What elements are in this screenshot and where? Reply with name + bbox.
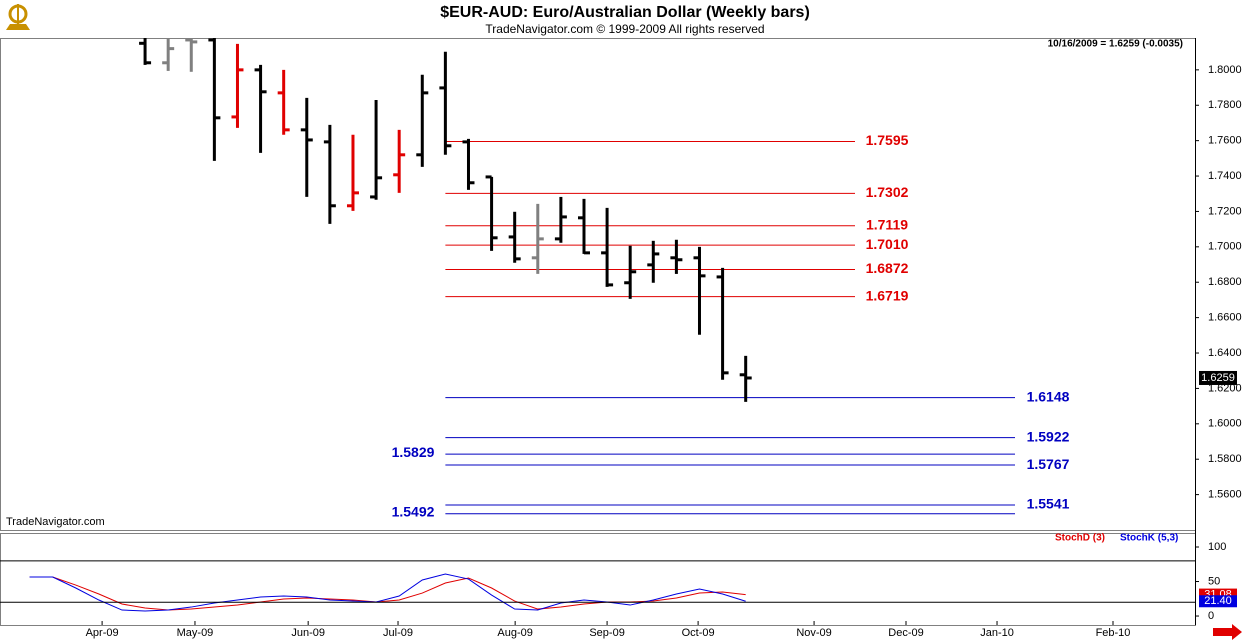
level-label: 1.5767: [1027, 456, 1070, 472]
x-tick-label: Oct-09: [682, 627, 715, 639]
x-tick-label: Nov-09: [796, 627, 831, 639]
y-tick-label: 1.7400: [1208, 170, 1242, 182]
level-label: 1.5492: [392, 503, 435, 519]
level-label: 1.5922: [1027, 428, 1070, 444]
y-tick-label: 1.7000: [1208, 241, 1242, 253]
y-tick-label: 1.6200: [1208, 382, 1242, 394]
y-tick-label: 0: [1208, 610, 1214, 622]
level-label: 1.6719: [866, 287, 909, 303]
x-tick-label: May-09: [177, 627, 214, 639]
x-tick-label: Feb-10: [1096, 627, 1131, 639]
stoch-line: [29, 573, 746, 612]
x-tick-label: Apr-09: [86, 627, 119, 639]
chart-title: $EUR-AUD: Euro/Australian Dollar (Weekly…: [440, 4, 810, 21]
y-tick-label: 1.6000: [1208, 418, 1242, 430]
y-tick-label: 50: [1208, 575, 1220, 587]
y-tick-label: 1.6400: [1208, 347, 1242, 359]
legend-entry: StochK (5,3): [1120, 533, 1178, 544]
y-tick-label: 1.8000: [1208, 64, 1242, 76]
y-tick-label: 1.5600: [1208, 489, 1242, 501]
last-price-info: 10/16/2009 = 1.6259 (-0.0035): [1048, 39, 1183, 50]
chart-subtitle: TradeNavigator.com © 1999-2009 All right…: [485, 22, 764, 36]
x-tick-label: Jan-10: [980, 627, 1014, 639]
price-panel: [0, 38, 1196, 531]
x-tick-label: Jun-09: [291, 627, 325, 639]
y-tick-label: 100: [1208, 541, 1226, 553]
price-plot: [139, 38, 1015, 515]
x-tick-label: Aug-09: [497, 627, 532, 639]
y-tick-label: 1.7800: [1208, 99, 1242, 111]
y-tick-label: 1.6600: [1208, 312, 1242, 324]
y-tick-label: 1.6800: [1208, 276, 1242, 288]
scroll-arrow[interactable]: [1213, 624, 1242, 640]
y-tick-label: 1.5800: [1208, 453, 1242, 465]
level-label: 1.7595: [866, 132, 909, 148]
level-label: 1.6148: [1027, 388, 1070, 404]
watermark: TradeNavigator.com: [6, 516, 105, 528]
level-label: 1.7119: [866, 216, 908, 232]
x-tick-label: Dec-09: [888, 627, 923, 639]
level-label: 1.6872: [866, 260, 909, 276]
last-price-box: [1199, 370, 1237, 385]
last-value-box: [1199, 595, 1237, 608]
last-price-label: 1.6259: [1201, 372, 1235, 384]
legend-entry: StochD (3): [1055, 533, 1105, 544]
x-tick-label: Jul-09: [383, 627, 413, 639]
y-tick-label: 1.7200: [1208, 205, 1242, 217]
stoch-panel: [0, 533, 1196, 626]
x-tick-label: Sep-09: [589, 627, 624, 639]
logo: [6, 4, 30, 30]
level-label: 1.7010: [866, 236, 909, 252]
level-label: 1.7302: [866, 184, 909, 200]
level-label: 1.5829: [392, 444, 435, 460]
last-value-label: 21.40: [1204, 595, 1232, 607]
y-tick-label: 1.7600: [1208, 135, 1242, 147]
level-label: 1.5541: [1027, 496, 1070, 512]
